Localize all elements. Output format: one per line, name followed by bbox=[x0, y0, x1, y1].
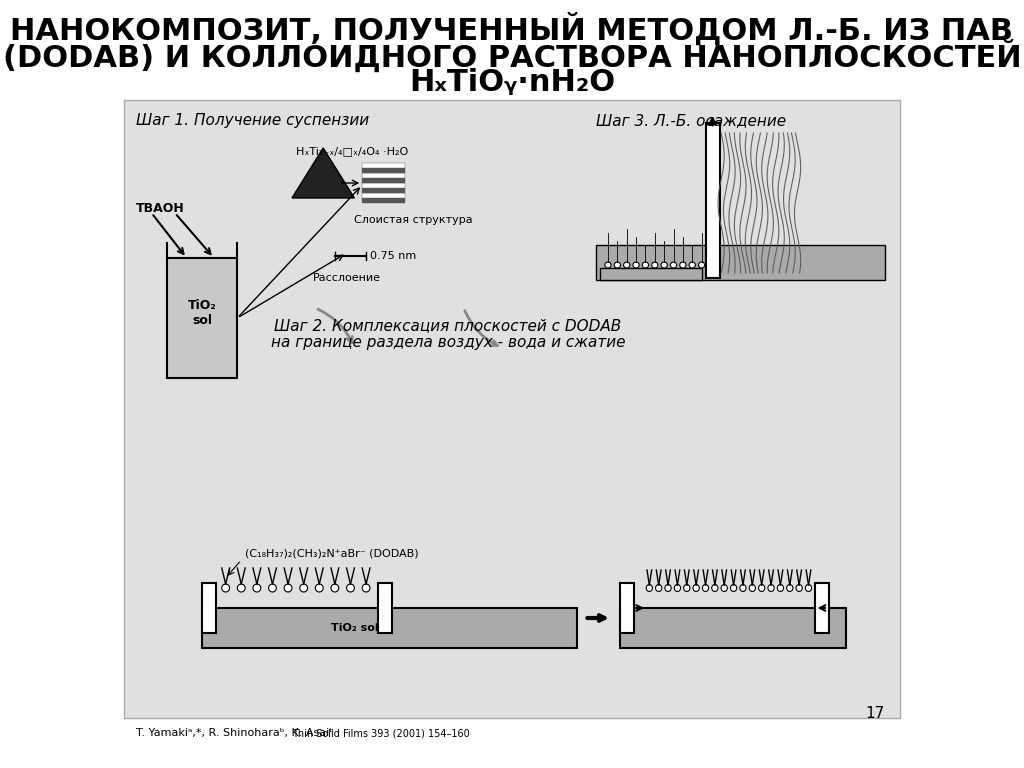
Ellipse shape bbox=[346, 584, 354, 592]
Bar bbox=[378, 583, 392, 633]
Bar bbox=[362, 168, 406, 173]
Text: Слоистая структура: Слоистая структура bbox=[354, 215, 473, 225]
Bar bbox=[167, 258, 238, 378]
Text: Thin Solid Films 393 (2001) 154–160: Thin Solid Films 393 (2001) 154–160 bbox=[292, 728, 470, 738]
Text: (C₁₈H₃₇)₂(CH₃)₂N⁺aBr⁻ (DODAB): (C₁₈H₃₇)₂(CH₃)₂N⁺aBr⁻ (DODAB) bbox=[245, 548, 419, 558]
Bar bbox=[706, 123, 720, 278]
Bar bbox=[600, 268, 701, 280]
Text: TiO₂ sol: TiO₂ sol bbox=[331, 623, 378, 633]
Text: НАНОКОМПОЗИТ, ПОЛУЧЕННЫЙ МЕТОДОМ Л.-Б. ИЗ ПАВ: НАНОКОМПОЗИТ, ПОЛУЧЕННЫЙ МЕТОДОМ Л.-Б. И… bbox=[10, 13, 1014, 46]
Text: 17: 17 bbox=[865, 706, 885, 720]
Text: 0.75 nm: 0.75 nm bbox=[370, 251, 416, 261]
Ellipse shape bbox=[693, 584, 699, 591]
Ellipse shape bbox=[680, 262, 686, 268]
Ellipse shape bbox=[253, 584, 261, 592]
Ellipse shape bbox=[777, 584, 783, 591]
Bar bbox=[815, 583, 828, 633]
Text: TiO₂
sol: TiO₂ sol bbox=[187, 299, 217, 327]
Ellipse shape bbox=[605, 262, 611, 268]
Ellipse shape bbox=[238, 584, 245, 592]
Bar bbox=[362, 173, 406, 178]
Ellipse shape bbox=[730, 584, 736, 591]
Ellipse shape bbox=[689, 262, 695, 268]
Text: Шаг 3. Л.-Б. осаждение: Шаг 3. Л.-Б. осаждение bbox=[596, 113, 786, 128]
Ellipse shape bbox=[702, 584, 709, 591]
Ellipse shape bbox=[721, 584, 727, 591]
Ellipse shape bbox=[768, 584, 774, 591]
Ellipse shape bbox=[739, 584, 746, 591]
Text: HₓTi₂₋ₓ/₄□ₓ/₄O₄ ·H₂O: HₓTi₂₋ₓ/₄□ₓ/₄O₄ ·H₂O bbox=[296, 146, 409, 156]
Ellipse shape bbox=[315, 584, 324, 592]
Bar bbox=[124, 100, 900, 718]
Ellipse shape bbox=[684, 584, 690, 591]
Ellipse shape bbox=[805, 584, 812, 591]
Text: Шаг 1. Получение суспензии: Шаг 1. Получение суспензии bbox=[136, 113, 369, 128]
Ellipse shape bbox=[786, 584, 793, 591]
Ellipse shape bbox=[665, 584, 671, 591]
Bar bbox=[596, 245, 885, 280]
Text: ТВАОН: ТВАОН bbox=[136, 201, 184, 214]
Bar bbox=[362, 163, 406, 168]
Text: HₓTiOᵧ·nH₂O: HₓTiOᵧ·nH₂O bbox=[409, 68, 615, 97]
Ellipse shape bbox=[624, 262, 630, 268]
Ellipse shape bbox=[285, 584, 292, 592]
Ellipse shape bbox=[662, 262, 668, 268]
Ellipse shape bbox=[642, 262, 648, 268]
Ellipse shape bbox=[331, 584, 339, 592]
Text: Расслоение: Расслоение bbox=[312, 273, 381, 283]
Ellipse shape bbox=[222, 584, 229, 592]
Ellipse shape bbox=[698, 262, 705, 268]
Ellipse shape bbox=[268, 584, 276, 592]
Ellipse shape bbox=[651, 262, 657, 268]
Bar bbox=[362, 193, 406, 198]
Ellipse shape bbox=[362, 584, 370, 592]
Ellipse shape bbox=[646, 584, 652, 591]
Text: T. Yamakiᵃ,*, R. Shinoharaᵇ, K. Asaiᵇ: T. Yamakiᵃ,*, R. Shinoharaᵇ, K. Asaiᵇ bbox=[136, 728, 334, 738]
Ellipse shape bbox=[712, 584, 718, 591]
Ellipse shape bbox=[674, 584, 681, 591]
Ellipse shape bbox=[633, 262, 639, 268]
Ellipse shape bbox=[796, 584, 802, 591]
Bar bbox=[620, 608, 846, 648]
Bar bbox=[203, 583, 216, 633]
Ellipse shape bbox=[750, 584, 756, 591]
Ellipse shape bbox=[671, 262, 677, 268]
Bar bbox=[362, 198, 406, 203]
Ellipse shape bbox=[614, 262, 621, 268]
Polygon shape bbox=[292, 148, 354, 198]
Text: Шаг 2. Комплексация плоскостей с DODAB
на границе раздела воздух - вода и сжатие: Шаг 2. Комплексация плоскостей с DODAB н… bbox=[270, 318, 626, 350]
Bar bbox=[362, 188, 406, 193]
Text: (DODAB) И КОЛЛОИДНОГО РАСТВОРА НАНОПЛОСКОСТЕЙ: (DODAB) И КОЛЛОИДНОГО РАСТВОРА НАНОПЛОСК… bbox=[3, 40, 1021, 73]
Ellipse shape bbox=[759, 584, 765, 591]
Bar bbox=[620, 583, 634, 633]
Ellipse shape bbox=[655, 584, 662, 591]
Ellipse shape bbox=[300, 584, 307, 592]
Bar bbox=[362, 178, 406, 183]
Bar bbox=[203, 608, 577, 648]
Bar bbox=[362, 183, 406, 188]
